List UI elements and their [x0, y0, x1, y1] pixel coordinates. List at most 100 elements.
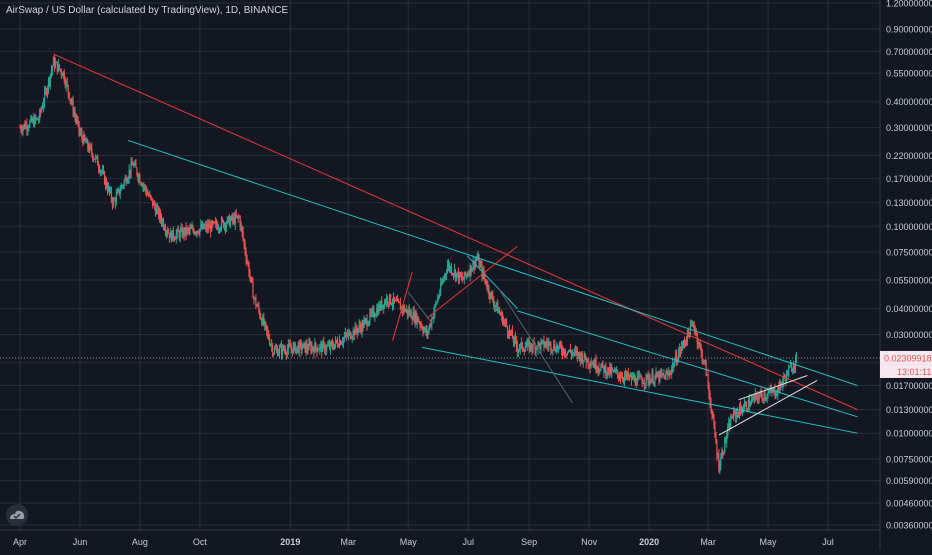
candle-body — [244, 243, 246, 253]
candle-body — [19, 127, 21, 129]
candle-body — [122, 185, 124, 187]
candle-body — [538, 342, 540, 344]
candle-body — [359, 324, 361, 328]
candle-body — [315, 343, 317, 348]
candle-body — [593, 363, 595, 368]
candle-body — [314, 343, 316, 353]
candle-body — [398, 301, 401, 304]
candle-body — [440, 283, 442, 293]
candle-body — [294, 343, 296, 353]
candle-body — [356, 330, 358, 333]
candle-body — [222, 220, 225, 228]
candle-body — [557, 345, 559, 350]
candle-body — [582, 360, 584, 363]
candle-body — [457, 271, 460, 281]
candle-body — [664, 374, 666, 380]
candle-body — [88, 147, 90, 152]
candle-body — [76, 120, 78, 121]
candle-body — [426, 331, 428, 334]
candle-body — [337, 345, 340, 347]
candle-body — [107, 186, 110, 191]
candle-body — [164, 229, 167, 233]
candle-body — [659, 371, 661, 381]
candle-body — [233, 216, 235, 224]
price-tick-label: 0.10000000 — [886, 222, 932, 232]
tradingview-logo-icon[interactable] — [6, 504, 28, 526]
candle-body — [743, 404, 746, 410]
candle-body — [614, 370, 616, 372]
candle-body — [392, 296, 395, 304]
candle-body — [542, 339, 544, 341]
candle-body — [415, 312, 417, 323]
candle-body — [598, 368, 600, 370]
price-tick-label: 0.55000000 — [886, 69, 932, 79]
candle-body — [291, 348, 293, 353]
candle-body — [588, 364, 590, 366]
candle-body — [326, 345, 328, 350]
candle-body — [446, 272, 448, 274]
candle-body — [702, 361, 704, 363]
candle-body — [121, 185, 123, 187]
candle-body — [89, 145, 91, 152]
candle-body — [143, 184, 145, 187]
candle-body — [727, 427, 729, 436]
candle-body — [503, 321, 505, 325]
candle-body — [328, 344, 330, 346]
candle-body — [693, 324, 695, 331]
candle-body — [630, 374, 633, 380]
candle-body — [277, 352, 280, 356]
candle-body — [147, 194, 149, 196]
candle-body — [438, 296, 440, 298]
candle-body — [165, 231, 168, 233]
candle-body — [150, 194, 152, 198]
candle-body — [741, 410, 744, 414]
candle-body — [722, 451, 724, 455]
candle-body — [792, 369, 794, 372]
candle-body — [587, 358, 589, 365]
candle-body — [69, 99, 71, 101]
candle-body — [566, 351, 569, 355]
time-tick-label: Jul — [822, 537, 834, 547]
candle-body — [454, 269, 457, 279]
candle-body — [487, 285, 489, 289]
candle-body — [301, 348, 303, 351]
candle-body — [569, 349, 572, 353]
candle-body — [331, 343, 334, 347]
candle-body — [376, 308, 378, 316]
candle-body — [602, 362, 604, 367]
candle-body — [553, 343, 555, 350]
candle-body — [631, 375, 633, 380]
candle-body — [119, 190, 121, 194]
time-tick-label: Mar — [341, 537, 357, 547]
candle-body — [166, 231, 169, 234]
candle-body — [729, 423, 731, 429]
candle-body — [204, 226, 206, 229]
candle-body — [62, 71, 64, 77]
candle-body — [691, 322, 693, 325]
candle-body — [67, 85, 69, 93]
candle-body — [733, 410, 735, 419]
candle-body — [135, 163, 137, 169]
candle-body — [509, 329, 512, 334]
candle-body — [607, 367, 609, 374]
candle-body — [132, 165, 134, 167]
candle-body — [495, 305, 497, 307]
candle-body — [84, 134, 86, 140]
candle-body — [349, 331, 351, 339]
candle-body — [386, 297, 388, 303]
candle-body — [38, 119, 40, 121]
trendline-cyan — [127, 139, 858, 386]
candle-body — [161, 220, 164, 224]
candle-body — [224, 223, 227, 228]
candle-body — [481, 265, 483, 276]
candle-body — [608, 367, 610, 374]
candle-body — [676, 354, 678, 363]
candle-body — [206, 224, 208, 230]
candle-body — [369, 312, 371, 322]
candle-body — [554, 343, 556, 350]
candle-body — [668, 372, 670, 376]
candle-body — [475, 259, 477, 262]
candle-body — [738, 405, 741, 417]
